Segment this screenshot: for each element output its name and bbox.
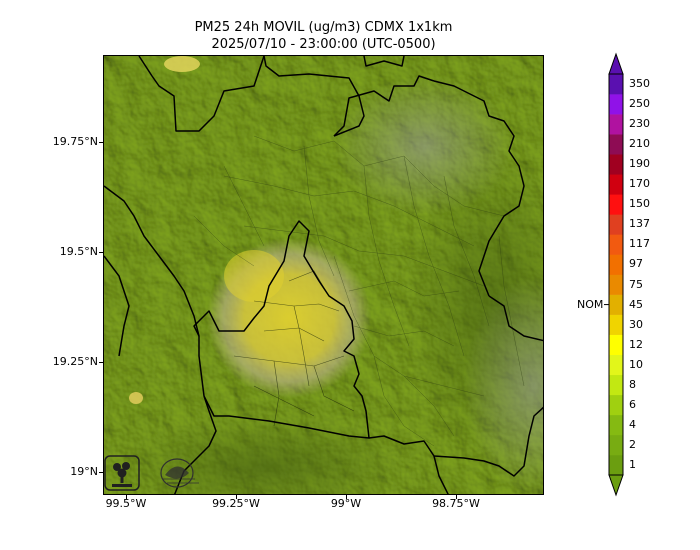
colorbar-segment bbox=[609, 394, 623, 416]
colorbar-segment bbox=[609, 74, 623, 95]
colorbar-border bbox=[608, 73, 624, 476]
colorbar-level-label: 230 bbox=[629, 117, 650, 131]
lat-label: 19°N bbox=[70, 465, 98, 478]
lon-tick bbox=[126, 495, 127, 499]
sedema-logo-icon bbox=[104, 455, 140, 491]
lon-label: 99°W bbox=[330, 497, 362, 510]
colorbar-level-label: 350 bbox=[629, 77, 650, 91]
map-panel[interactable] bbox=[103, 55, 544, 495]
colorbar-segment bbox=[609, 234, 623, 255]
colorbar-level-label: 45 bbox=[629, 297, 643, 311]
lat-tick bbox=[99, 142, 103, 143]
colorbar bbox=[604, 52, 624, 497]
colorbar-segment bbox=[609, 194, 623, 215]
state-boundaries bbox=[104, 56, 543, 494]
lat-label: 19.5°N bbox=[59, 245, 98, 258]
map-timestamp: 2025/07/10 - 23:00:00 (UTC-0500) bbox=[211, 37, 436, 52]
colorbar-segment bbox=[609, 114, 623, 135]
colorbar-level-label: 137 bbox=[629, 217, 650, 231]
aire-cdmx-logo-icon bbox=[160, 458, 199, 488]
colorbar-level-label: 6 bbox=[629, 397, 636, 411]
colorbar-level-label: 12 bbox=[629, 337, 643, 351]
lon-label: 99.25°W bbox=[212, 497, 260, 510]
lat-label: 19.25°N bbox=[52, 355, 98, 368]
pm25-spot-north bbox=[164, 56, 200, 72]
colorbar-level-label: 75 bbox=[629, 277, 643, 291]
lon-tick bbox=[346, 495, 347, 499]
municipal-boundaries bbox=[193, 135, 525, 447]
northeast-haze bbox=[334, 76, 514, 216]
lat-label: 19.75°N bbox=[52, 135, 98, 148]
colorbar-segment bbox=[609, 214, 623, 235]
colorbar-level-label: 190 bbox=[629, 157, 650, 171]
colorbar-segment bbox=[609, 154, 623, 175]
colorbar-level-label: 170 bbox=[629, 177, 650, 191]
colorbar-segment bbox=[609, 314, 623, 335]
east-haze bbox=[464, 276, 543, 494]
colorbar-segment bbox=[609, 134, 623, 155]
colorbar-min-arrow bbox=[608, 474, 624, 497]
colorbar-level-label: 30 bbox=[629, 317, 643, 331]
colorbar-level-label: 210 bbox=[629, 137, 650, 151]
colorbar-segment bbox=[609, 254, 623, 275]
colorbar-segment bbox=[609, 174, 623, 195]
colorbar-level-label: 4 bbox=[629, 417, 636, 431]
pm25-spot-west bbox=[129, 392, 143, 404]
colorbar-max-arrow bbox=[608, 52, 624, 75]
colorbar-segment bbox=[609, 434, 623, 456]
colorbar-level-label: 1 bbox=[629, 457, 636, 471]
colorbar-segment bbox=[609, 354, 623, 376]
lat-tick bbox=[99, 252, 103, 253]
colorbar-segment bbox=[609, 414, 623, 436]
concentration-map bbox=[104, 56, 543, 494]
colorbar-segment bbox=[609, 294, 623, 315]
southern-mountains bbox=[124, 416, 404, 494]
colorbar-level-label: 150 bbox=[629, 197, 650, 211]
colorbar-segment bbox=[609, 454, 623, 476]
nom-label: NOM bbox=[577, 297, 604, 311]
colorbar-level-label: 97 bbox=[629, 257, 643, 271]
map-title: PM25 24h MOVIL (ug/m3) CDMX 1x1km bbox=[194, 20, 453, 35]
colorbar-segment bbox=[609, 334, 623, 355]
lon-label: 99.5°W bbox=[105, 497, 147, 510]
colorbar-level-label: 8 bbox=[629, 377, 636, 391]
lat-tick bbox=[99, 472, 103, 473]
colorbar-level-label: 2 bbox=[629, 437, 636, 451]
lon-label: 98.75°W bbox=[432, 497, 480, 510]
lat-tick bbox=[99, 362, 103, 363]
colorbar-level-label: 250 bbox=[629, 97, 650, 111]
colorbar-segment bbox=[609, 274, 623, 295]
colorbar-segment bbox=[609, 374, 623, 396]
colorbar-segment bbox=[609, 94, 623, 115]
lon-tick bbox=[456, 495, 457, 499]
colorbar-level-label: 10 bbox=[629, 357, 643, 371]
lon-tick bbox=[236, 495, 237, 499]
colorbar-level-label: 117 bbox=[629, 237, 650, 251]
